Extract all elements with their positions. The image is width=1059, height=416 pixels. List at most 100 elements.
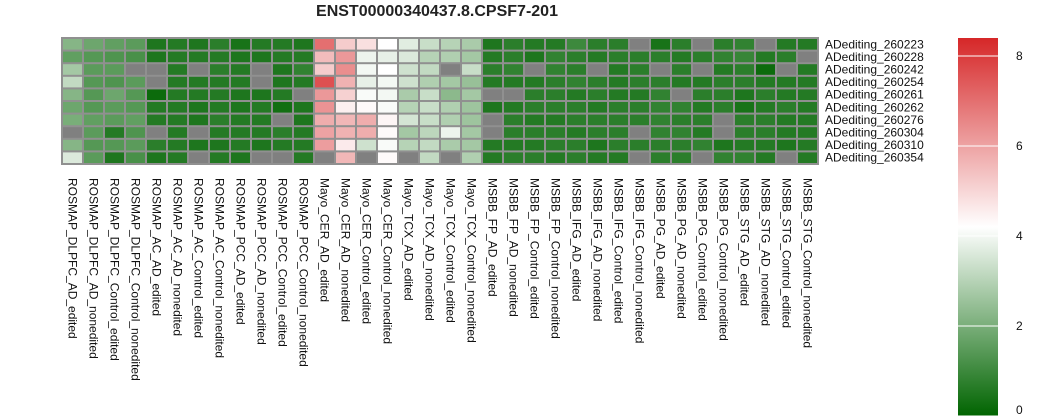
heatmap-cell (84, 102, 103, 113)
legend-tick-label: 2 (1016, 319, 1023, 333)
row-label: ADediting_260254 (825, 75, 924, 89)
heatmap-cell (84, 127, 103, 138)
heatmap-cell (609, 89, 628, 100)
heatmap-cell (168, 102, 187, 113)
heatmap-cell (504, 51, 523, 63)
heatmap-cell (651, 89, 670, 100)
heatmap-cell (378, 102, 397, 113)
heatmap-cell (294, 139, 313, 151)
heatmap-cell (504, 139, 523, 151)
heatmap-background (61, 37, 819, 165)
heatmap-cell (651, 114, 670, 126)
heatmap-cell (525, 127, 544, 138)
heatmap-cell (756, 39, 775, 50)
heatmap-cell (441, 39, 460, 50)
heatmap-cell (147, 76, 166, 88)
heatmap-cell (798, 114, 817, 126)
heatmap-cell (462, 127, 481, 138)
heatmap-cell (714, 39, 733, 50)
heatmap-cell (210, 39, 229, 50)
heatmap-cell (357, 39, 376, 50)
column-label: ROSMAP_PCC_AD_nonedited (255, 178, 269, 345)
heatmap-cell (714, 64, 733, 75)
heatmap-cell (777, 127, 796, 138)
heatmap-cell (630, 152, 649, 163)
heatmap-cell (231, 139, 250, 151)
heatmap-cell (315, 152, 334, 163)
heatmap-cell (609, 127, 628, 138)
heatmap-cell (777, 152, 796, 163)
heatmap-cell (525, 64, 544, 75)
heatmap-cell (189, 102, 208, 113)
heatmap-cell (693, 152, 712, 163)
heatmap-cell (546, 39, 565, 50)
heatmap-cell (441, 64, 460, 75)
heatmap-cell (231, 114, 250, 126)
heatmap-cell (672, 64, 691, 75)
heatmap-cell (231, 102, 250, 113)
heatmap-cell (126, 51, 145, 63)
column-label: Mayo_CER_Control_nonedited (381, 178, 395, 344)
heatmap-cell (420, 89, 439, 100)
heatmap-cell (546, 114, 565, 126)
row-label: ADediting_260262 (825, 100, 924, 114)
heatmap-cell (651, 139, 670, 151)
heatmap-cell (420, 39, 439, 50)
heatmap-cell (525, 89, 544, 100)
heatmap-cell (210, 76, 229, 88)
heatmap-cell (147, 89, 166, 100)
heatmap-cell (126, 152, 145, 163)
heatmap-cell (651, 102, 670, 113)
heatmap-cell (168, 39, 187, 50)
heatmap-cell (231, 64, 250, 75)
heatmap-cell (189, 64, 208, 75)
heatmap-cell (105, 51, 124, 63)
heatmap-cell (147, 39, 166, 50)
column-label: ROSMAP_AC_AD_nonedited (171, 178, 185, 336)
heatmap-cell (168, 51, 187, 63)
heatmap-cell (756, 139, 775, 151)
color-legend: 0 2 4 6 8 (958, 38, 1023, 416)
heatmap-cell (189, 127, 208, 138)
heatmap-cell (231, 39, 250, 50)
heatmap-cell (735, 89, 754, 100)
heatmap-cell (441, 114, 460, 126)
heatmap-cell (588, 114, 607, 126)
heatmap-cell (105, 152, 124, 163)
heatmap-cell (672, 139, 691, 151)
heatmap-cell (546, 76, 565, 88)
heatmap-cell (525, 102, 544, 113)
heatmap-cell (105, 114, 124, 126)
heatmap-cell (588, 139, 607, 151)
column-label: MSBB_STG_Control_edited (780, 178, 794, 328)
column-label: MSBB_PG_Control_nonedited (717, 178, 731, 341)
heatmap-cells (61, 37, 819, 165)
column-label: ROSMAP_AC_Control_edited (192, 178, 206, 338)
heatmap-cell (399, 76, 418, 88)
heatmap-cell (273, 39, 292, 50)
heatmap-cell (546, 139, 565, 151)
heatmap-cell (231, 76, 250, 88)
heatmap-cell (714, 127, 733, 138)
heatmap-cell (336, 89, 355, 100)
heatmap-cell (357, 64, 376, 75)
heatmap-cell (210, 51, 229, 63)
column-label: ROSMAP_DLPFC_Control_nonedited (129, 178, 143, 381)
heatmap-cell (672, 114, 691, 126)
heatmap-cell (105, 39, 124, 50)
heatmap-cell (567, 114, 586, 126)
heatmap-cell (798, 139, 817, 151)
heatmap-cell (756, 51, 775, 63)
heatmap-cell (735, 127, 754, 138)
heatmap-cell (714, 51, 733, 63)
heatmap-cell (420, 152, 439, 163)
heatmap-cell (399, 39, 418, 50)
heatmap-cell (63, 102, 82, 113)
heatmap-cell (336, 102, 355, 113)
heatmap-cell (525, 114, 544, 126)
heatmap-cell (777, 89, 796, 100)
column-label: Mayo_CER_AD_nonedited (339, 178, 353, 322)
heatmap-cell (798, 89, 817, 100)
heatmap-cell (336, 114, 355, 126)
